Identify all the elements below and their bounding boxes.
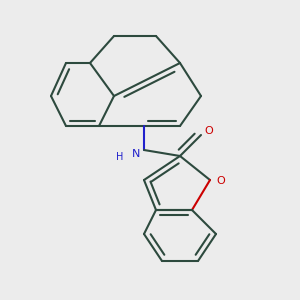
Text: H: H	[116, 152, 124, 163]
Text: O: O	[216, 176, 225, 187]
Text: O: O	[204, 125, 213, 136]
Text: N: N	[132, 148, 141, 159]
